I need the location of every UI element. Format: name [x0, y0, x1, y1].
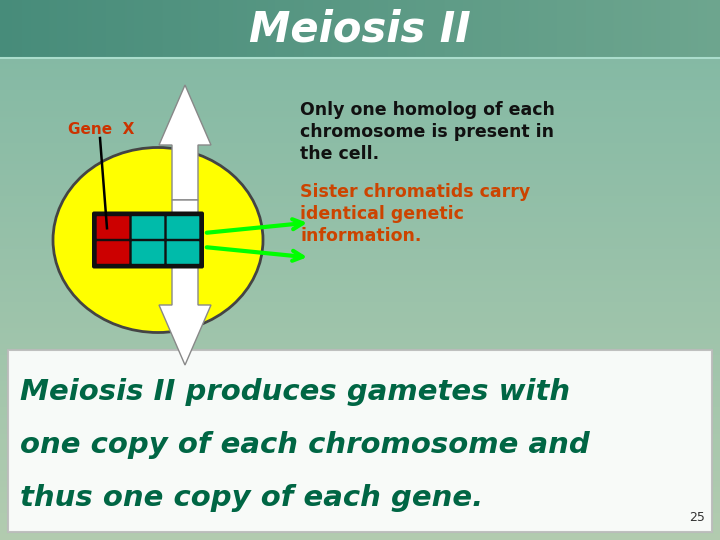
FancyBboxPatch shape — [96, 240, 130, 265]
Text: 25: 25 — [689, 511, 705, 524]
Text: Meiosis II produces gametes with: Meiosis II produces gametes with — [20, 378, 570, 406]
Bar — [0, 216, 720, 324]
Text: identical genetic: identical genetic — [300, 205, 464, 223]
FancyBboxPatch shape — [131, 215, 165, 240]
Text: Only one homolog of each: Only one homolog of each — [300, 101, 555, 119]
Text: Meiosis II: Meiosis II — [249, 8, 471, 50]
FancyBboxPatch shape — [92, 212, 204, 268]
Text: Gene  X: Gene X — [68, 123, 135, 138]
Polygon shape — [159, 200, 211, 365]
Text: chromosome is present in: chromosome is present in — [300, 123, 554, 141]
Bar — [0, 432, 720, 540]
Polygon shape — [159, 85, 211, 200]
FancyBboxPatch shape — [166, 240, 200, 265]
Bar — [0, 0, 720, 108]
Text: one copy of each chromosome and: one copy of each chromosome and — [20, 431, 590, 459]
Text: the cell.: the cell. — [300, 145, 379, 163]
Bar — [0, 324, 720, 432]
Bar — [0, 108, 720, 216]
Text: thus one copy of each gene.: thus one copy of each gene. — [20, 484, 483, 512]
Text: information.: information. — [300, 227, 421, 245]
Text: Sister chromatids carry: Sister chromatids carry — [300, 183, 530, 201]
Ellipse shape — [53, 147, 263, 333]
FancyBboxPatch shape — [166, 215, 200, 240]
FancyBboxPatch shape — [8, 350, 712, 532]
FancyBboxPatch shape — [96, 215, 130, 240]
FancyBboxPatch shape — [131, 240, 165, 265]
